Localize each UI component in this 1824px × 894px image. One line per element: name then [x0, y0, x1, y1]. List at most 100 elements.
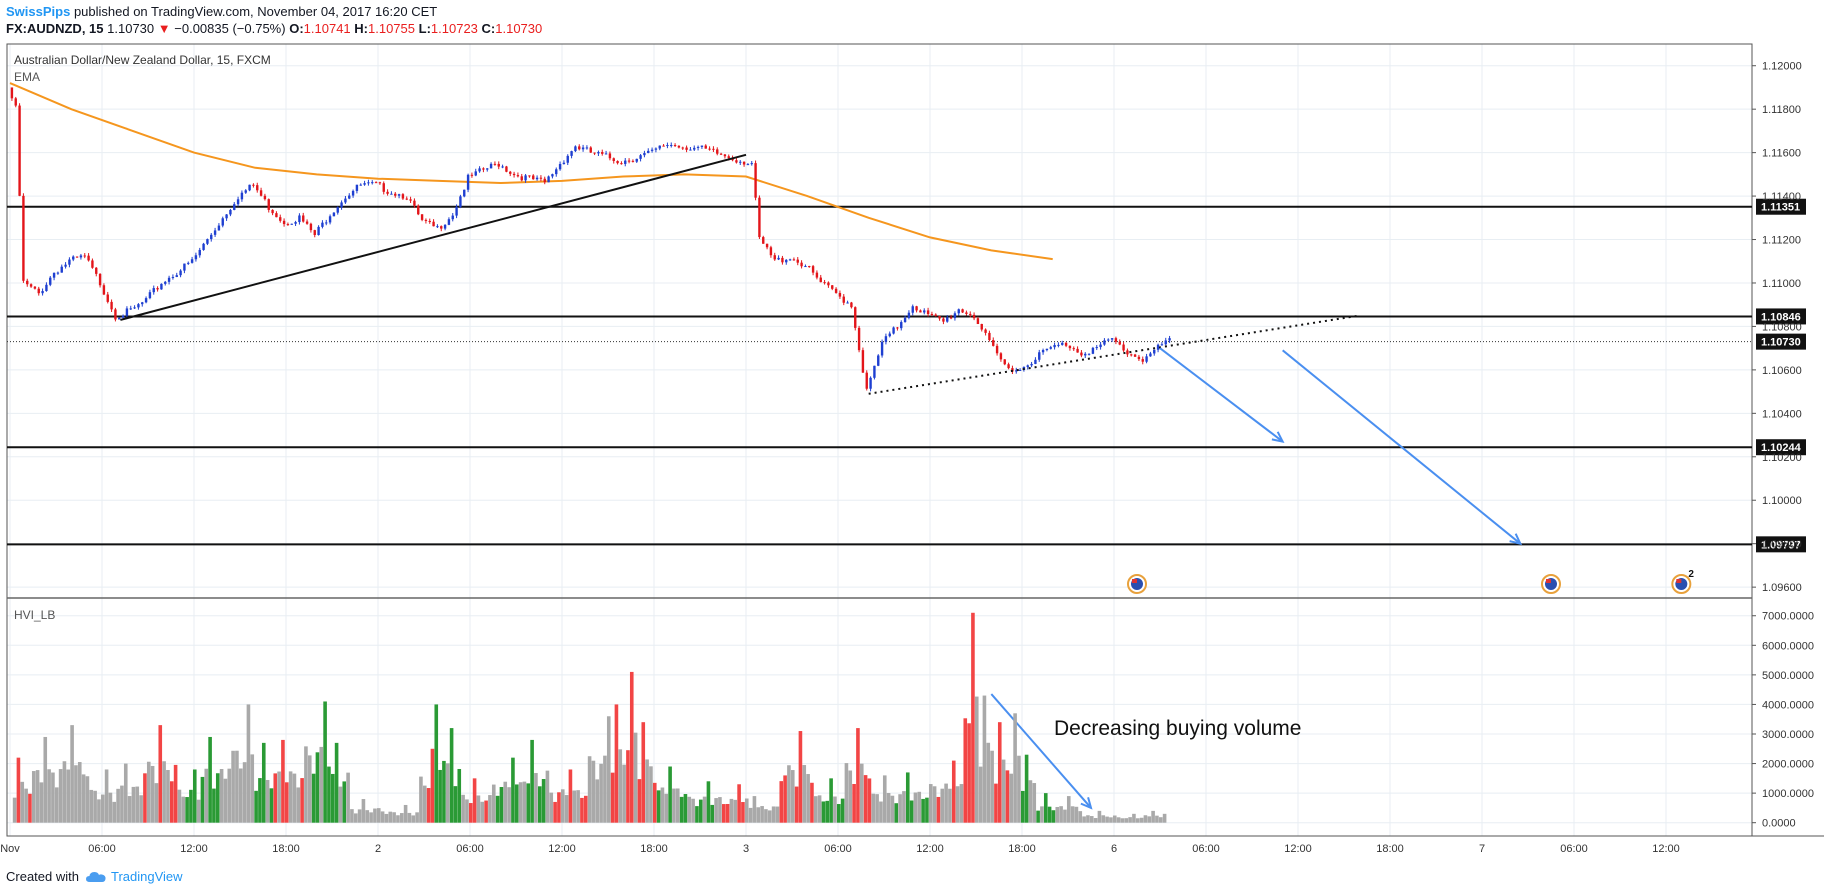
time-tick-label: 12:00 — [548, 843, 576, 855]
volume-bar — [139, 795, 143, 823]
candle-body — [1049, 347, 1052, 349]
candle-body — [1084, 353, 1087, 356]
candle-body — [152, 288, 155, 293]
ema-line — [9, 82, 1053, 261]
volume-bar — [1112, 815, 1117, 823]
candle-body — [555, 169, 558, 175]
candle-body — [378, 182, 382, 184]
volume-bar — [1105, 816, 1109, 823]
chart-canvas[interactable]: 1.11351 1.10846 1.10244 1.09797 1.10730 2 1.… — [0, 0, 1824, 858]
open-value: 1.10741 — [303, 21, 351, 36]
volume-bar — [1082, 816, 1086, 823]
volume-bar — [319, 746, 324, 823]
price-tick-label: 1.10000 — [1762, 495, 1802, 507]
volume-bar — [238, 768, 243, 823]
time-tick-label: 12:00 — [1284, 843, 1312, 855]
event-count-badge: 2 — [1688, 569, 1694, 580]
time-tick-label: 06:00 — [88, 843, 116, 855]
volume-bar — [258, 778, 262, 823]
volume-bar — [16, 757, 21, 823]
candle-body — [233, 204, 236, 210]
candle-body — [10, 87, 14, 99]
candle-body — [988, 332, 991, 341]
volume-bar — [514, 784, 519, 823]
volume-bar — [691, 798, 695, 823]
volume-bar — [70, 725, 74, 823]
volume-bar — [553, 801, 557, 823]
candle-body — [432, 221, 435, 227]
volume-bar — [932, 786, 937, 823]
volume-bar — [618, 749, 623, 823]
author-name[interactable]: SwissPips — [6, 4, 71, 19]
volume-bar — [917, 791, 922, 823]
time-tick-label: 12:00 — [180, 843, 208, 855]
volume-bar — [534, 773, 538, 823]
candle-body — [1133, 354, 1137, 357]
volume-bar — [1036, 810, 1040, 823]
candle-body — [363, 183, 366, 185]
candle-body — [999, 353, 1003, 360]
volume-bar — [1005, 770, 1010, 823]
volume-bar — [511, 757, 515, 823]
volume-bar — [580, 797, 584, 823]
candle-body — [1034, 359, 1037, 364]
candle-body — [1145, 356, 1148, 362]
candle-body — [351, 190, 355, 196]
candle-body — [639, 155, 642, 159]
volume-tick-label: 4000.0000 — [1762, 699, 1814, 711]
volume-bar — [936, 796, 941, 823]
volume-bar — [223, 778, 228, 823]
candle-body — [229, 209, 232, 215]
ema-curve — [9, 82, 1053, 261]
candle-body — [68, 259, 71, 265]
candle-body — [95, 267, 98, 274]
candle-body — [302, 215, 305, 222]
level-price-label: 1.10244 — [1761, 442, 1802, 454]
volume-bar — [365, 810, 370, 823]
volume-bar — [986, 742, 991, 823]
volume-bar — [468, 803, 473, 823]
candle-body — [190, 259, 194, 263]
candle-body — [1114, 338, 1118, 342]
tradingview-link[interactable]: TradingView — [85, 869, 183, 884]
candle-body — [727, 156, 730, 159]
footer: Created with TradingView — [6, 869, 183, 884]
candle-body — [355, 184, 359, 191]
volume-bar — [603, 755, 607, 823]
volume-bar — [863, 775, 868, 823]
volume-bar — [856, 728, 860, 823]
low-value: 1.10723 — [430, 21, 478, 36]
candle-body — [183, 263, 186, 271]
volume-bar — [1147, 816, 1152, 823]
volume-bar — [959, 784, 964, 823]
volume-bar — [81, 774, 86, 823]
candle-body — [478, 168, 481, 172]
volume-bar — [1017, 755, 1021, 823]
candle-body — [271, 209, 274, 214]
volume-bar — [327, 766, 331, 823]
level-price-tag — [1756, 198, 1806, 215]
candle-body — [666, 145, 669, 147]
volume-bar — [162, 761, 166, 823]
candle-body — [79, 255, 83, 258]
ema-indicator-label: EMA — [14, 70, 40, 84]
volume-bar — [787, 765, 791, 823]
volume-bar — [741, 802, 745, 823]
candle-body — [919, 310, 922, 313]
candle-body — [160, 283, 163, 290]
volume-bar — [1120, 818, 1125, 823]
candle-body — [309, 223, 313, 231]
volume-bar — [311, 773, 316, 823]
volume-bar — [330, 773, 335, 823]
volume-bar — [1059, 806, 1063, 823]
volume-bar — [430, 748, 435, 823]
candle-body — [585, 147, 589, 149]
volume-bar — [204, 768, 209, 823]
volume-bar — [744, 798, 749, 823]
candle-body — [769, 247, 773, 256]
candle-body — [29, 284, 33, 287]
volume-bar — [1086, 815, 1090, 823]
volume-bar — [196, 799, 201, 823]
chart-title: Australian Dollar/New Zealand Dollar, 15… — [14, 53, 271, 67]
volume-bar — [62, 761, 67, 823]
